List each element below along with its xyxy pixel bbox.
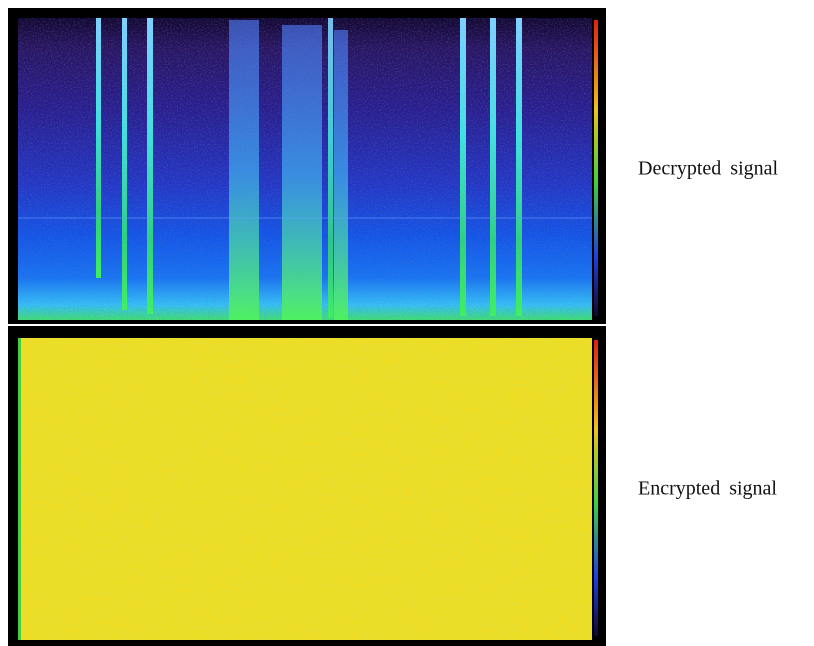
stripe: [490, 18, 496, 316]
stripe: [328, 18, 333, 318]
stripe: [147, 18, 153, 314]
edge-line: [18, 338, 21, 640]
stripe: [460, 18, 466, 316]
figure: Decrypted signal Encrypted signal: [0, 0, 814, 646]
decrypted-spectrogram: [8, 8, 606, 324]
panel-label: Encrypted signal: [638, 478, 777, 500]
stripe: [516, 18, 522, 316]
stripe: [122, 18, 127, 310]
spectrogram-noise: [18, 338, 592, 640]
blob: [229, 20, 259, 320]
blob: [334, 30, 348, 320]
stripe: [96, 18, 101, 278]
encrypted-spectrogram: [8, 326, 606, 646]
page: Decrypted signal Encrypted signal (() =>…: [0, 0, 814, 646]
color-bar: [594, 20, 598, 316]
panel-label: Decrypted signal: [638, 158, 779, 180]
blob: [282, 25, 322, 320]
color-bar: [594, 340, 598, 636]
